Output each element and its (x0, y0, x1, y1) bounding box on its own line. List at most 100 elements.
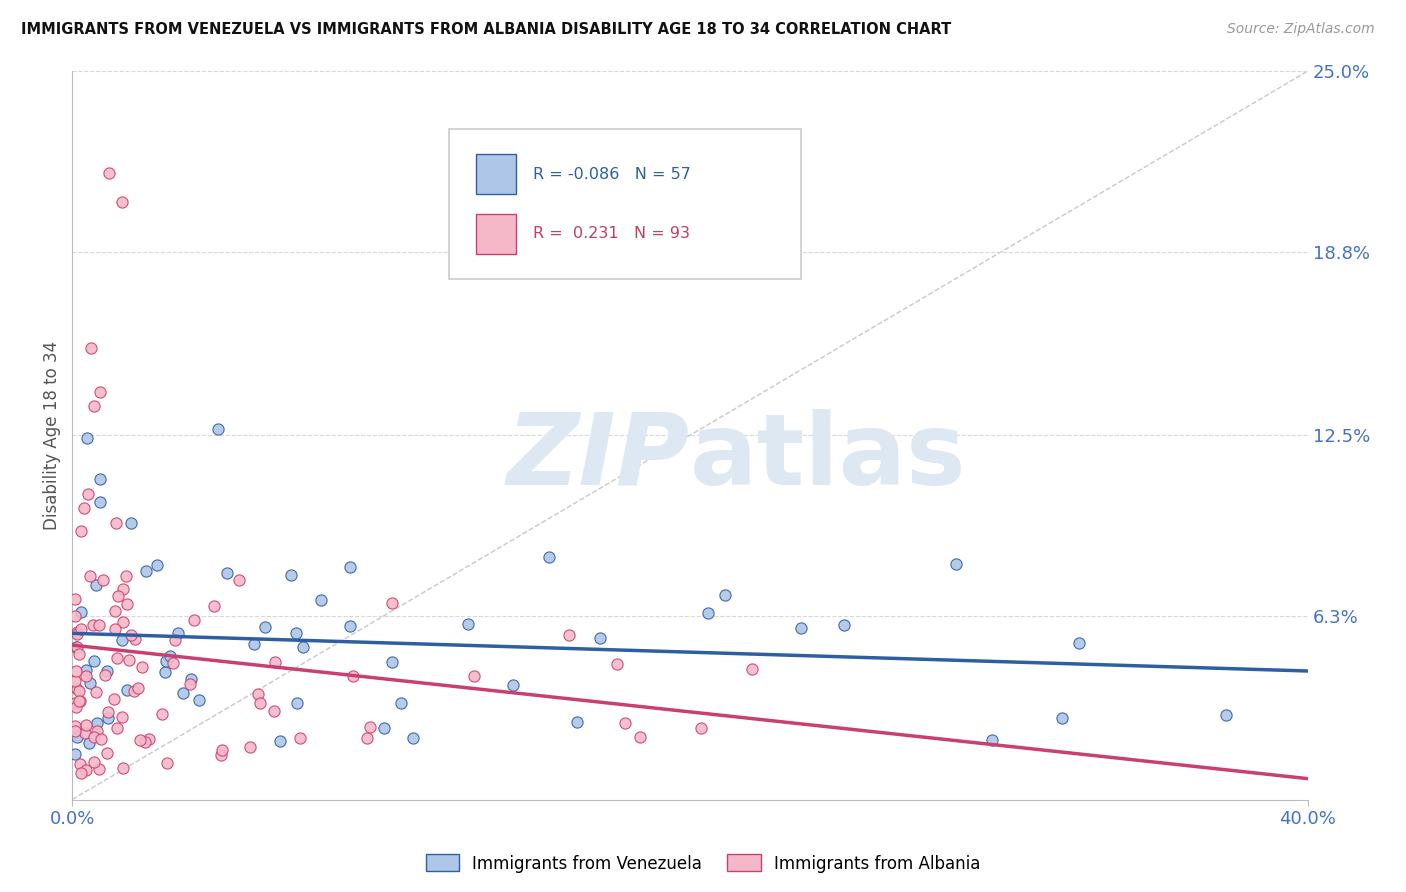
Point (111, 761, 134, 775)
Point (502, 678, 524, 692)
Point (356, 731, 378, 745)
Text: IMMIGRANTS FROM VENEZUELA VS IMMIGRANTS FROM ALBANIA DISABILITY AGE 18 TO 34 COR: IMMIGRANTS FROM VENEZUELA VS IMMIGRANTS … (21, 22, 952, 37)
Point (381, 655, 404, 669)
Point (359, 719, 381, 733)
Point (134, 735, 156, 749)
Text: R =  0.231   N = 93: R = 0.231 N = 93 (533, 227, 690, 241)
Point (70, 605, 93, 619)
Point (75, 669, 97, 683)
Point (86, 724, 108, 739)
Point (65, 730, 87, 744)
Point (84, 578, 107, 592)
Point (67, 684, 90, 698)
Point (211, 743, 233, 757)
Point (309, 593, 332, 607)
Point (91, 573, 114, 587)
Point (628, 730, 651, 744)
Point (66, 640, 89, 654)
Point (69, 757, 91, 772)
Point (65, 609, 87, 624)
Point (70, 524, 93, 539)
Point (70, 765, 93, 780)
Point (79, 736, 101, 750)
Point (217, 566, 239, 580)
Point (79, 676, 101, 690)
Point (96, 664, 118, 678)
Point (115, 597, 138, 611)
Point (146, 558, 169, 572)
Point (65, 699, 87, 714)
Point (97, 705, 120, 719)
Point (167, 626, 190, 640)
Point (247, 687, 270, 701)
Text: R = -0.086   N = 57: R = -0.086 N = 57 (533, 167, 690, 182)
Point (75, 763, 97, 777)
Point (1067, 636, 1090, 650)
Point (111, 582, 134, 596)
Point (565, 715, 588, 730)
Point (65, 747, 87, 761)
Bar (477, 154, 516, 194)
Point (75, 664, 97, 678)
Point (381, 596, 404, 610)
Point (172, 686, 194, 700)
Point (120, 516, 142, 530)
Point (76, 486, 98, 500)
Point (111, 615, 134, 630)
Point (249, 696, 271, 710)
Point (127, 681, 149, 695)
Point (66, 625, 89, 640)
Point (87, 762, 110, 776)
Point (389, 696, 412, 710)
Point (80, 341, 103, 355)
Point (339, 619, 361, 633)
Point (82, 618, 104, 632)
Point (76, 431, 98, 445)
Point (741, 662, 763, 676)
Point (538, 550, 561, 565)
FancyBboxPatch shape (449, 129, 801, 278)
Bar (477, 213, 516, 253)
Point (269, 734, 291, 748)
Point (94, 668, 117, 682)
Point (981, 732, 1004, 747)
Point (183, 614, 205, 628)
Point (291, 640, 314, 654)
Point (457, 616, 479, 631)
Y-axis label: Disability Age 18 to 34: Disability Age 18 to 34 (44, 341, 60, 530)
Point (558, 628, 581, 642)
Point (131, 660, 153, 674)
Point (98, 166, 121, 180)
Point (111, 709, 134, 723)
Point (66, 627, 89, 641)
Point (84, 685, 107, 699)
Point (202, 599, 225, 614)
Point (138, 731, 160, 746)
Point (79, 569, 101, 583)
Point (117, 683, 139, 698)
Point (89, 472, 111, 486)
Point (128, 733, 150, 747)
Point (945, 557, 967, 571)
Point (104, 604, 127, 618)
Point (65, 696, 87, 710)
Point (103, 692, 125, 706)
Point (120, 627, 142, 641)
Point (790, 621, 813, 635)
Point (83, 399, 105, 413)
Point (179, 677, 201, 691)
Point (156, 756, 179, 770)
Point (155, 665, 177, 680)
Point (463, 669, 485, 683)
Point (83, 756, 105, 770)
Point (104, 622, 127, 636)
Point (90, 731, 112, 746)
Point (75, 718, 97, 732)
Point (696, 606, 718, 620)
Point (264, 655, 287, 669)
Point (87, 617, 110, 632)
Point (105, 651, 128, 665)
Point (714, 587, 737, 601)
Point (97, 711, 120, 725)
Point (111, 633, 134, 648)
